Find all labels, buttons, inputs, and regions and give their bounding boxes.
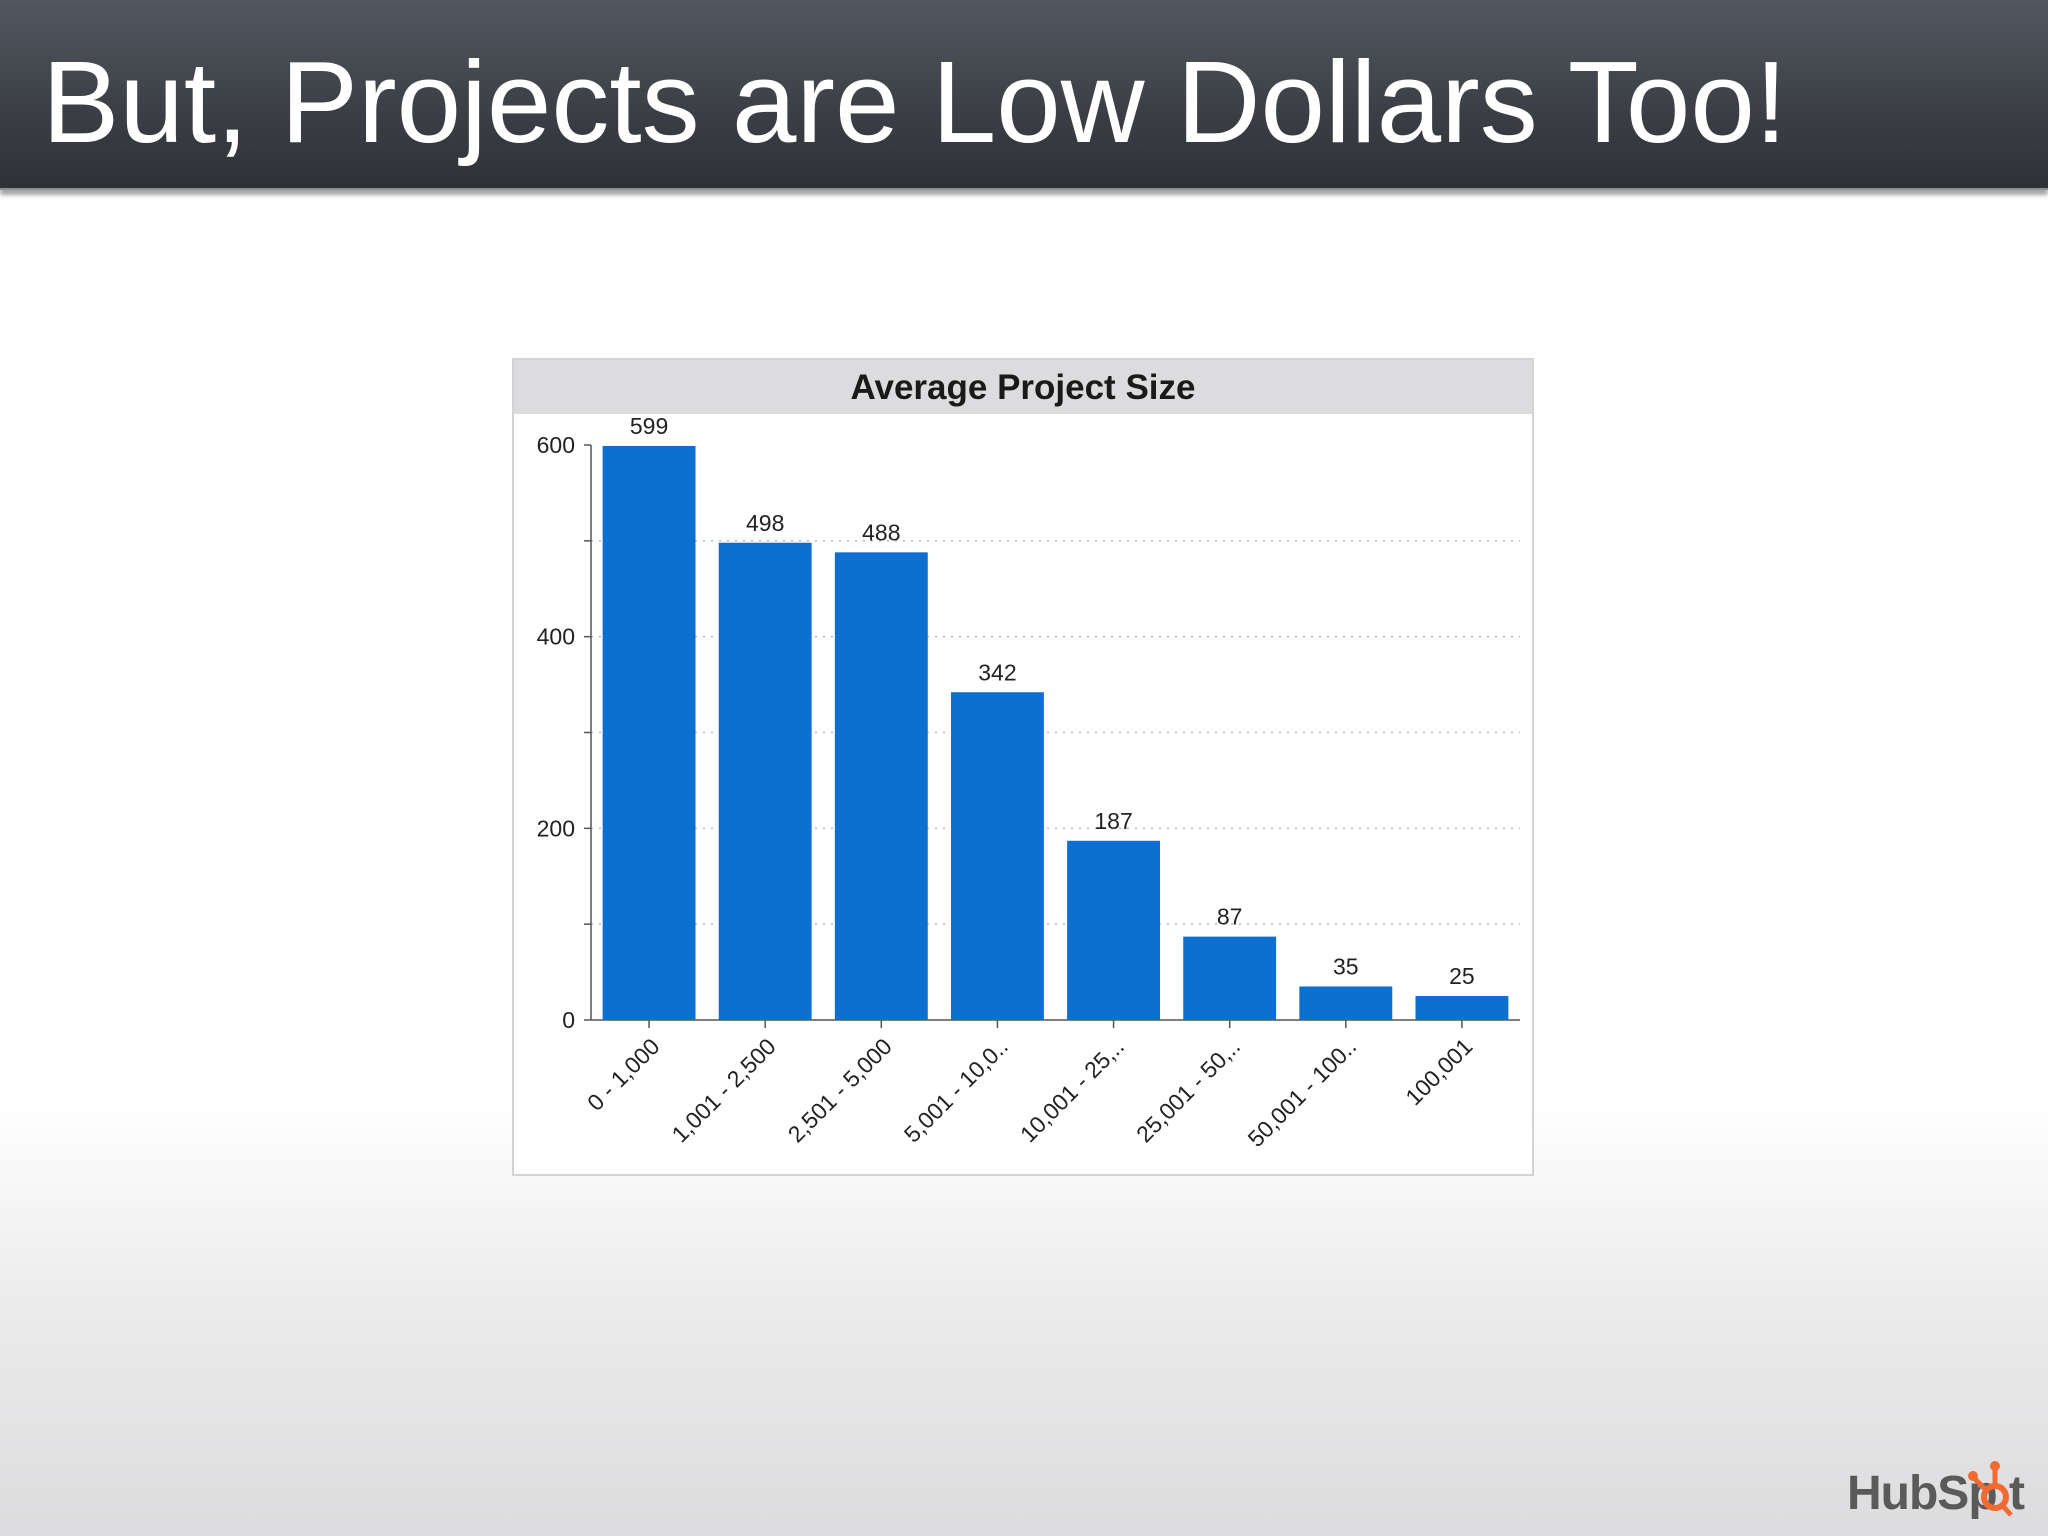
x-tick-label: 10,001 - 25,..: [1015, 1033, 1129, 1147]
y-tick-label: 200: [537, 815, 575, 841]
y-tick-label: 0: [562, 1007, 575, 1033]
bar: [602, 445, 696, 1020]
hubspot-logo-tail: t: [2009, 1467, 2025, 1520]
x-tick-label: 0 - 1,000: [582, 1033, 665, 1116]
sprocket-icon: [1968, 1461, 2013, 1517]
hubspot-logo: HubSp t: [1847, 1461, 2025, 1520]
data-label: 35: [1333, 953, 1359, 979]
bar: [718, 542, 812, 1020]
x-tick-label: 25,001 - 50,..: [1131, 1033, 1245, 1147]
bar: [1299, 986, 1393, 1020]
bar: [834, 552, 928, 1020]
x-tick-label: 1,001 - 2,500: [666, 1033, 780, 1147]
x-tick-label: 2,501 - 5,000: [783, 1033, 897, 1147]
data-label: 342: [978, 659, 1016, 685]
data-label: 187: [1094, 808, 1132, 834]
bar: [1415, 996, 1509, 1020]
title-bar: But, Projects are Low Dollars Too!: [0, 0, 2048, 190]
data-label: 498: [746, 510, 784, 536]
bar: [1183, 936, 1277, 1020]
data-label: 488: [862, 519, 900, 545]
bar: [950, 692, 1044, 1020]
chart-title: Average Project Size: [850, 368, 1196, 407]
data-label: 25: [1449, 963, 1475, 989]
data-label: 87: [1217, 904, 1243, 930]
x-tick-label: 50,001 - 100..: [1243, 1033, 1362, 1152]
chart-header: [514, 360, 1532, 414]
x-tick-label: 100,001: [1400, 1033, 1477, 1110]
bar: [1067, 840, 1161, 1020]
data-label: 599: [630, 413, 668, 439]
chart-panel: Average Project Size 0 200 400 600 599 0 - 1,…: [512, 358, 1534, 1176]
bar-chart: 0 200 400 600 599 0 - 1,000 498 1,001 - 2,500 48…: [537, 413, 1520, 1152]
slide-title: But, Projects are Low Dollars Too!: [42, 37, 1788, 167]
y-tick-label: 600: [537, 432, 575, 458]
x-tick-label: 5,001 - 10,0..: [899, 1033, 1013, 1147]
y-tick-label: 400: [537, 624, 575, 650]
